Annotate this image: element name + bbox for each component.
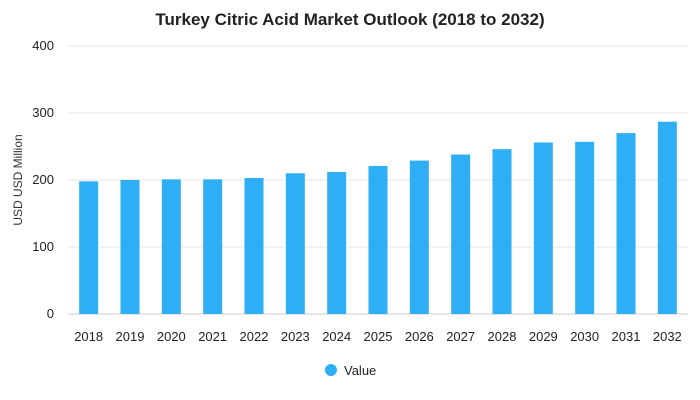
legend[interactable]: Value bbox=[325, 363, 376, 378]
bar-2031[interactable] bbox=[617, 133, 636, 314]
chart-title: Turkey Citric Acid Market Outlook (2018 … bbox=[155, 10, 544, 29]
bar-2026[interactable] bbox=[410, 161, 429, 314]
y-tick-label: 0 bbox=[47, 306, 54, 321]
x-tick-label: 2030 bbox=[570, 329, 599, 344]
x-tick-label: 2028 bbox=[488, 329, 517, 344]
y-axis-title: USD USD Million bbox=[11, 134, 25, 225]
x-tick-label: 2031 bbox=[612, 329, 641, 344]
x-tick-label: 2024 bbox=[322, 329, 351, 344]
bar-2019[interactable] bbox=[121, 180, 140, 314]
y-tick-label: 300 bbox=[32, 105, 54, 120]
y-tick-label: 200 bbox=[32, 172, 54, 187]
bar-2032[interactable] bbox=[658, 122, 677, 314]
x-tick-label: 2029 bbox=[529, 329, 558, 344]
x-tick-label: 2022 bbox=[240, 329, 269, 344]
x-tick-label: 2026 bbox=[405, 329, 434, 344]
bar-2030[interactable] bbox=[575, 142, 594, 314]
x-tick-label: 2020 bbox=[157, 329, 186, 344]
y-tick-label: 100 bbox=[32, 239, 54, 254]
x-axis-ticks: 2018 2019 2020 2021 2022 2023 2024 2025 2026 2027… bbox=[74, 329, 682, 344]
bar-2022[interactable] bbox=[245, 178, 264, 314]
y-tick-label: 400 bbox=[32, 38, 54, 53]
x-tick-label: 2023 bbox=[281, 329, 310, 344]
x-tick-label: 2027 bbox=[446, 329, 475, 344]
x-tick-label: 2025 bbox=[364, 329, 393, 344]
bar-2024[interactable] bbox=[327, 172, 346, 314]
bar-2023[interactable] bbox=[286, 173, 305, 314]
x-tick-label: 2032 bbox=[653, 329, 682, 344]
legend-swatch bbox=[325, 364, 337, 376]
x-tick-label: 2021 bbox=[198, 329, 227, 344]
bar-2025[interactable] bbox=[369, 166, 388, 314]
legend-label: Value bbox=[344, 363, 376, 378]
bars bbox=[79, 122, 677, 314]
x-tick-label: 2019 bbox=[116, 329, 145, 344]
x-tick-label: 2018 bbox=[74, 329, 103, 344]
bar-2021[interactable] bbox=[203, 179, 222, 314]
bar-2029[interactable] bbox=[534, 142, 553, 314]
bar-2027[interactable] bbox=[451, 155, 470, 314]
bar-2020[interactable] bbox=[162, 179, 181, 314]
bar-2028[interactable] bbox=[493, 149, 512, 314]
y-axis-ticks: 0 100 200 300 400 bbox=[32, 38, 54, 321]
bar-2018[interactable] bbox=[79, 181, 98, 314]
